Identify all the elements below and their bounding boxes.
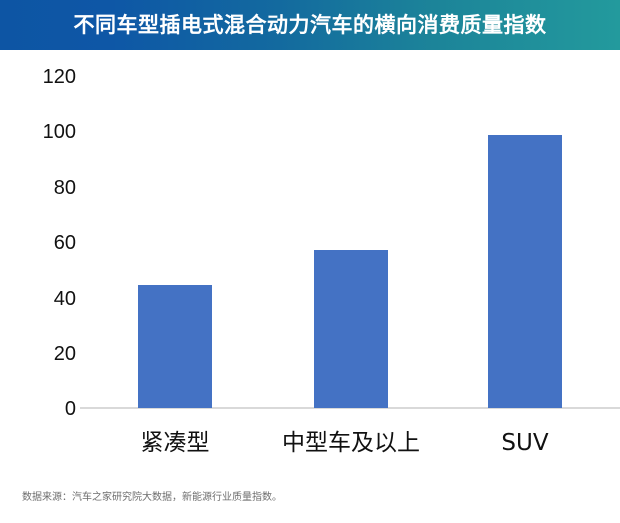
x-axis-label-compact: 紧凑型 <box>140 430 210 456</box>
x-axis-label-midsize-up: 中型车及以上 <box>282 430 420 456</box>
x-axis-label-suv: SUV <box>501 430 549 456</box>
y-axis: 120 100 80 60 40 20 0 <box>0 50 76 475</box>
data-source-note: 数据来源：汽车之家研究院大数据，新能源行业质量指数。 <box>22 492 282 503</box>
y-axis-tick-40: 40 <box>53 288 76 310</box>
y-axis-tick-120: 120 <box>42 66 76 88</box>
bar-midsize-up[interactable] <box>314 250 388 408</box>
page-title: 不同车型插电式混合动力汽车的横向消费质量指数 <box>73 12 547 37</box>
y-axis-tick-60: 60 <box>53 232 76 254</box>
y-axis-tick-0: 0 <box>64 398 76 420</box>
chart-title-banner: 不同车型插电式混合动力汽车的横向消费质量指数 <box>0 0 620 50</box>
bar-suv[interactable] <box>488 135 562 408</box>
y-axis-tick-80: 80 <box>53 177 76 199</box>
y-axis-tick-100: 100 <box>42 121 76 143</box>
y-axis-tick-20: 20 <box>53 343 76 365</box>
plot-area: 紧凑型 中型车及以上 SUV <box>80 50 620 475</box>
x-axis-line <box>80 407 620 409</box>
bar-chart: 120 100 80 60 40 20 0 紧凑型 中型车及以上 SUV <box>0 50 620 475</box>
bar-compact[interactable] <box>138 285 212 408</box>
